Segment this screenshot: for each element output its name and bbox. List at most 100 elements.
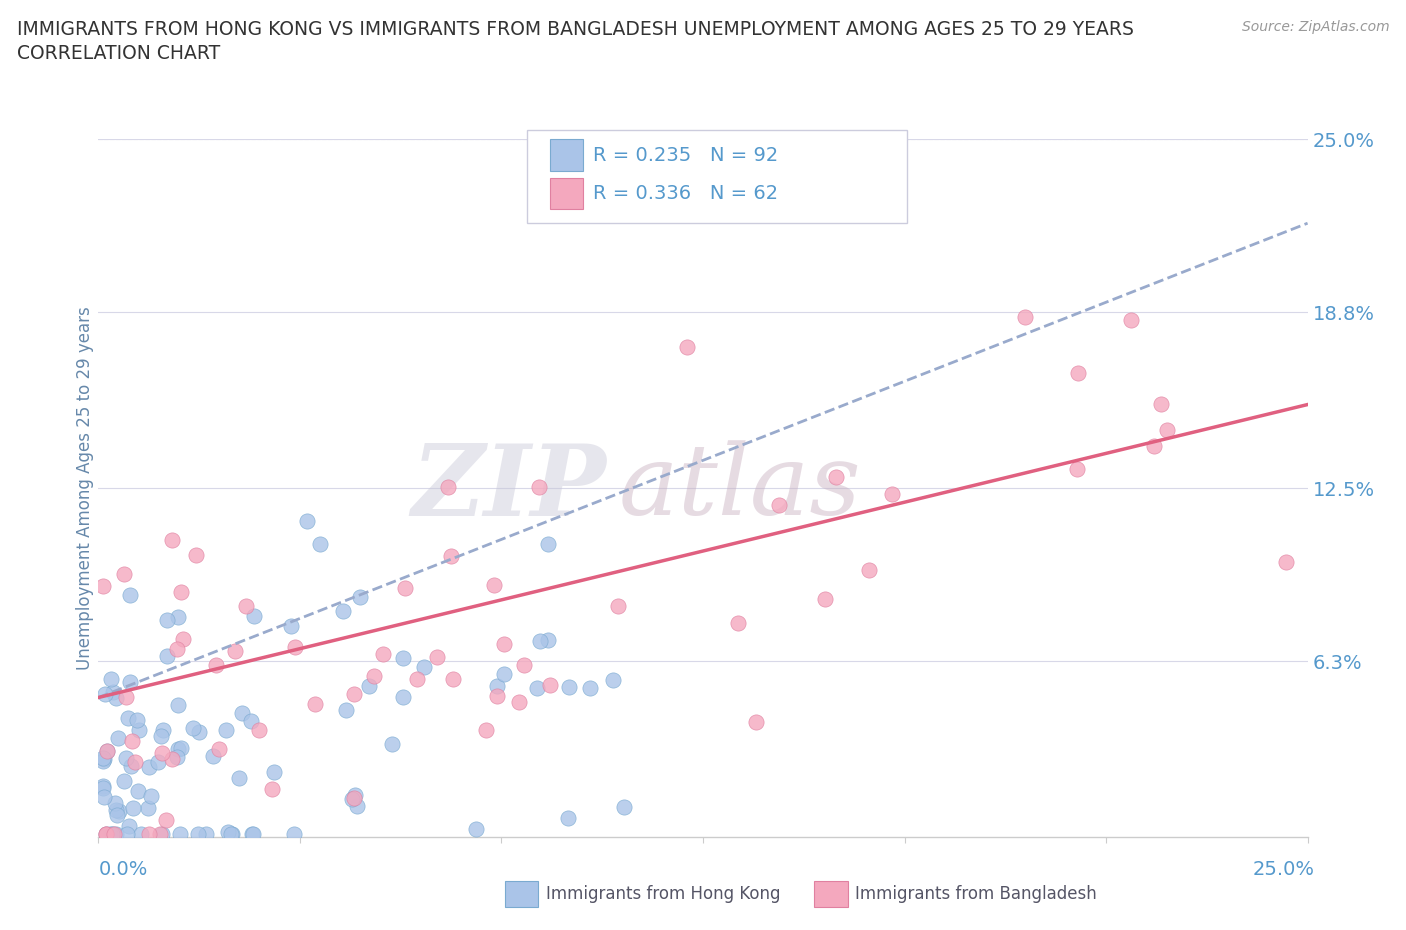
Point	[537, 633, 560, 648]
Point	[108, 804, 131, 818]
Point	[464, 822, 486, 837]
Point	[343, 686, 366, 701]
Point	[349, 590, 371, 604]
Text: Immigrants from Hong Kong: Immigrants from Hong Kong	[546, 884, 780, 903]
Point	[128, 723, 150, 737]
Point	[1275, 554, 1298, 569]
Point	[104, 827, 127, 842]
Point	[150, 728, 173, 743]
Point	[91, 780, 114, 795]
Point	[152, 723, 174, 737]
Point	[121, 801, 143, 816]
Point	[121, 734, 143, 749]
Point	[768, 498, 790, 512]
Point	[118, 588, 141, 603]
Point	[115, 689, 138, 704]
Point	[107, 808, 129, 823]
Point	[373, 646, 395, 661]
Text: 25.0%: 25.0%	[1253, 860, 1315, 879]
Point	[114, 774, 136, 789]
Point	[94, 686, 117, 701]
Point	[184, 547, 207, 562]
Point	[1066, 365, 1088, 380]
Y-axis label: Unemployment Among Ages 25 to 29 years: Unemployment Among Ages 25 to 29 years	[76, 306, 94, 671]
Point	[167, 610, 190, 625]
Point	[343, 790, 366, 805]
Point	[363, 669, 385, 684]
Point	[215, 723, 238, 737]
Point	[166, 750, 188, 764]
Point	[162, 751, 184, 766]
Point	[344, 788, 367, 803]
Point	[167, 741, 190, 756]
Point	[813, 592, 835, 607]
Point	[249, 723, 271, 737]
Point	[221, 827, 243, 842]
Point	[482, 578, 505, 592]
Point	[96, 827, 118, 842]
Point	[146, 754, 169, 769]
Point	[283, 827, 305, 842]
Point	[96, 743, 118, 758]
Point	[332, 604, 354, 618]
Point	[426, 650, 449, 665]
Point	[557, 811, 579, 826]
Point	[486, 689, 509, 704]
Text: R = 0.336   N = 62: R = 0.336 N = 62	[593, 184, 779, 203]
Point	[115, 827, 138, 842]
Point	[118, 674, 141, 689]
Point	[127, 784, 149, 799]
Point	[94, 827, 117, 842]
Point	[297, 513, 319, 528]
Point	[1014, 310, 1036, 325]
Point	[202, 749, 225, 764]
Point	[727, 616, 749, 631]
Point	[103, 827, 125, 842]
Point	[150, 827, 173, 842]
Point	[105, 803, 128, 817]
Text: CORRELATION CHART: CORRELATION CHART	[17, 44, 221, 62]
Point	[235, 599, 257, 614]
Point	[120, 759, 142, 774]
Point	[208, 741, 231, 756]
Point	[475, 723, 498, 737]
Point	[485, 678, 508, 693]
Point	[96, 744, 118, 759]
Point	[824, 470, 846, 485]
Text: R = 0.235   N = 92: R = 0.235 N = 92	[593, 146, 779, 165]
Point	[263, 764, 285, 779]
Point	[242, 827, 264, 842]
Point	[260, 781, 283, 796]
Point	[224, 644, 246, 658]
Point	[1156, 423, 1178, 438]
Point	[93, 790, 115, 804]
Point	[138, 827, 160, 842]
Point	[304, 697, 326, 711]
Point	[335, 702, 357, 717]
Point	[91, 578, 114, 593]
Text: ZIP: ZIP	[412, 440, 606, 537]
Point	[357, 679, 380, 694]
Point	[115, 751, 138, 765]
Point	[441, 671, 464, 686]
Point	[155, 613, 177, 628]
Point	[537, 537, 560, 551]
Point	[243, 608, 266, 623]
Point	[187, 724, 209, 739]
Point	[129, 827, 152, 842]
Point	[529, 633, 551, 648]
Text: 0.0%: 0.0%	[98, 860, 148, 879]
Point	[172, 632, 194, 647]
Point	[557, 680, 579, 695]
Point	[117, 711, 139, 725]
Point	[406, 671, 429, 686]
Point	[141, 788, 163, 803]
Point	[578, 681, 600, 696]
Point	[492, 666, 515, 681]
Text: atlas: atlas	[619, 441, 860, 536]
Point	[529, 480, 551, 495]
Point	[117, 818, 139, 833]
Point	[440, 548, 463, 563]
Point	[125, 712, 148, 727]
Point	[342, 791, 364, 806]
